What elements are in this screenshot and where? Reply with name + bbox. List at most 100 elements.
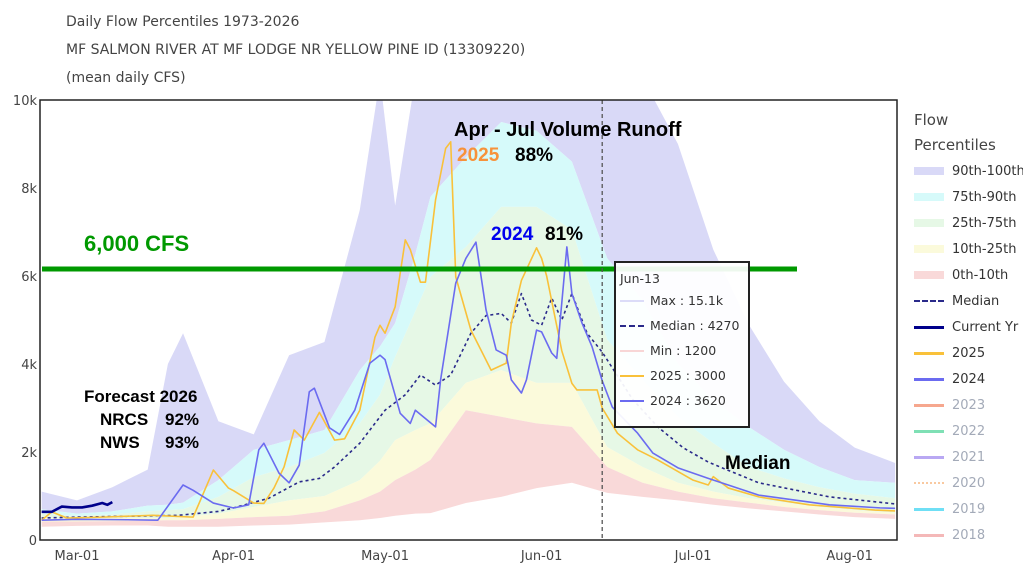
nws-percent: 93%: [165, 433, 200, 452]
band-90th-100th: [41, 100, 896, 514]
threshold-label: 6,000 CFS: [84, 231, 190, 256]
legend-swatch-icon: [914, 271, 944, 279]
legend-item-median[interactable]: Median: [914, 288, 1023, 314]
tooltip-row: Min : 1200: [620, 343, 716, 358]
legend-item-2022[interactable]: 2022: [914, 418, 1023, 444]
legend-item-2025[interactable]: 2025: [914, 340, 1023, 366]
y-tick-label: 0: [29, 534, 37, 549]
legend-label: 0th-10th: [952, 267, 1009, 283]
hover-tooltip: Jun-13 Max : 15.1k Median : 4270 Min : 120…: [614, 261, 750, 428]
year-2024-label: 2024: [491, 224, 534, 245]
band-10th-25th: [41, 370, 896, 522]
legend-swatch-icon: [914, 245, 944, 253]
nws-label: NWS: [100, 433, 140, 452]
legend-swatch-icon: [914, 167, 944, 175]
legend-item-10th-25th[interactable]: 10th-25th: [914, 236, 1023, 262]
tooltip-value: Median : 4270: [650, 318, 740, 333]
legend-item-current-yr[interactable]: Current Yr: [914, 314, 1023, 340]
x-tick-label: Jun-01: [520, 549, 563, 564]
legend: Flow Percentiles 90th-100th 75th-90th 25th…: [914, 108, 1023, 548]
tooltip-value: Min : 1200: [650, 343, 717, 358]
legend-swatch-icon: [914, 455, 944, 459]
legend-label: Current Yr: [952, 319, 1019, 335]
tooltip-swatch-icon: [620, 374, 644, 377]
tooltip-row: Median : 4270: [620, 318, 739, 333]
legend-title-line1: Flow: [914, 111, 949, 129]
legend-item-25th-75th[interactable]: 25th-75th: [914, 210, 1023, 236]
median-annotation: Median: [725, 453, 791, 474]
tooltip-row: 2025 : 3000: [620, 368, 726, 383]
legend-swatch-icon: [914, 351, 944, 355]
nrcs-label: NRCS: [100, 410, 149, 429]
legend-swatch-icon: [914, 403, 944, 407]
legend-item-0th-10th[interactable]: 0th-10th: [914, 262, 1023, 288]
legend-label: 75th-90th: [952, 189, 1017, 205]
year-2024-percent: 81%: [545, 224, 584, 245]
legend-swatch-icon: [914, 507, 944, 511]
legend-item-2021[interactable]: 2021: [914, 444, 1023, 470]
tooltip-row: Max : 15.1k: [620, 293, 723, 308]
y-tick-label: 6k: [21, 270, 37, 285]
y-tick-label: 10k: [13, 94, 38, 109]
y-tick-label: 2k: [21, 446, 37, 461]
x-tick-label: Apr-01: [212, 549, 255, 564]
plot-frame: [39, 99, 898, 541]
legend-item-2024[interactable]: 2024: [914, 366, 1023, 392]
x-tick-label: May-01: [361, 549, 409, 564]
legend-label: Median: [952, 293, 1000, 309]
tooltip-date: Jun-13: [620, 271, 660, 286]
legend-swatch-icon: [914, 533, 944, 537]
legend-swatch-icon: [914, 325, 944, 329]
tooltip-value: Max : 15.1k: [650, 293, 724, 308]
x-tick-label: Jul-01: [674, 549, 712, 564]
forecast-title: Forecast 2026: [84, 387, 198, 406]
legend-item-2023[interactable]: 2023: [914, 392, 1023, 418]
legend-swatch-icon: [914, 193, 944, 201]
legend-item-90th-100th[interactable]: 90th-100th: [914, 158, 1023, 184]
tooltip-swatch-icon: [620, 299, 644, 302]
x-tick-label: Mar-01: [55, 549, 100, 564]
legend-item-75th-90th[interactable]: 75th-90th: [914, 184, 1023, 210]
nrcs-percent: 92%: [165, 410, 200, 429]
series-line-current-yr[interactable]: [41, 501, 113, 514]
legend-item-2020[interactable]: 2020: [914, 470, 1023, 496]
legend-swatch-icon: [914, 300, 944, 302]
legend-swatch-icon: [914, 429, 944, 433]
legend-swatch-icon: [914, 377, 944, 381]
legend-label: 2023: [952, 397, 986, 413]
year-2025-label: 2025: [457, 145, 500, 166]
station-name: MF SALMON RIVER AT MF LODGE NR YELLOW PI…: [66, 42, 526, 58]
legend-label: 2025: [952, 345, 986, 361]
legend-item-2018[interactable]: 2018: [914, 522, 1023, 548]
tooltip-swatch-icon: [620, 349, 644, 352]
legend-label: 2018: [952, 527, 986, 543]
legend-label: 2024: [952, 371, 986, 387]
chart-title: Daily Flow Percentiles 1973-2026: [66, 14, 300, 30]
legend-label: 2019: [952, 501, 986, 517]
legend-label: 25th-75th: [952, 215, 1017, 231]
series-line-2024[interactable]: [41, 241, 896, 522]
band-25th-75th: [41, 206, 896, 519]
legend-swatch-icon: [914, 219, 944, 227]
legend-label: 90th-100th: [952, 163, 1023, 179]
y-tick-label: 4k: [21, 358, 37, 373]
legend-title-line2: Percentiles: [914, 136, 996, 154]
tooltip-swatch-icon: [620, 399, 644, 402]
tooltip-value: 2024 : 3620: [650, 393, 726, 408]
legend-item-2019[interactable]: 2019: [914, 496, 1023, 522]
y-tick-label: 8k: [21, 182, 37, 197]
tooltip-value: 2025 : 3000: [650, 368, 726, 383]
tooltip-swatch-icon: [620, 324, 644, 327]
legend-label: 10th-25th: [952, 241, 1017, 257]
legend-label: 2021: [952, 449, 986, 465]
band-0th-10th: [41, 410, 896, 527]
legend-swatch-icon: [914, 482, 944, 484]
series-line-2025[interactable]: [41, 141, 896, 521]
volume-runoff-title: Apr - Jul Volume Runoff: [454, 119, 682, 141]
legend-label: 2020: [952, 475, 986, 491]
legend-label: 2022: [952, 423, 986, 439]
year-2025-percent: 88%: [515, 145, 554, 166]
x-tick-label: Aug-01: [826, 549, 873, 564]
tooltip-row: 2024 : 3620: [620, 393, 726, 408]
